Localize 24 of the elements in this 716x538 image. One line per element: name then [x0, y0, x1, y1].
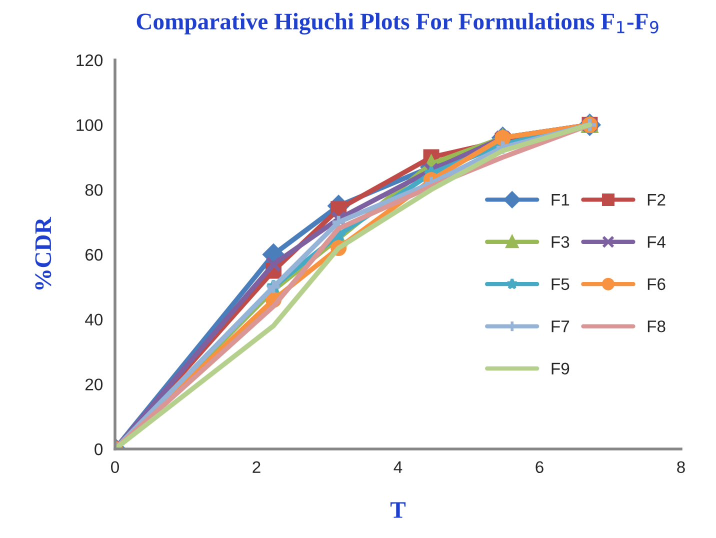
- y-tick-label: 120: [76, 54, 103, 66]
- legend-label: F3: [552, 236, 570, 248]
- x-tick-label: 4: [394, 461, 402, 473]
- legend-label: F9: [552, 362, 570, 374]
- legend-label: F5: [552, 278, 570, 290]
- chart-title: Comparative Higuchi Plots For Formulations F$_{1}$-F$_{9}$: [136, 12, 658, 35]
- legend-label: F8: [648, 320, 666, 332]
- legend-label: F4: [648, 236, 666, 248]
- y-tick-label: 60: [86, 248, 103, 261]
- x-tick-label: 0: [111, 461, 119, 474]
- x-axis-title: T: [390, 502, 406, 518]
- y-tick-label: 0: [94, 443, 103, 456]
- x-tick-label: 2: [252, 461, 260, 473]
- legend-label: F2: [648, 194, 666, 206]
- legend-label: F6: [648, 278, 666, 290]
- legend-label: F1: [552, 194, 570, 206]
- y-tick-label: 40: [85, 314, 103, 326]
- x-tick-label: 6: [536, 461, 544, 474]
- y-axis-title: %CDR: [35, 216, 52, 290]
- y-tick-label: 80: [85, 184, 103, 196]
- y-tick-label: 20: [85, 378, 103, 390]
- y-tick-label: 100: [76, 119, 103, 132]
- x-tick-label: 8: [677, 461, 685, 474]
- legend-label: F7: [552, 320, 570, 332]
